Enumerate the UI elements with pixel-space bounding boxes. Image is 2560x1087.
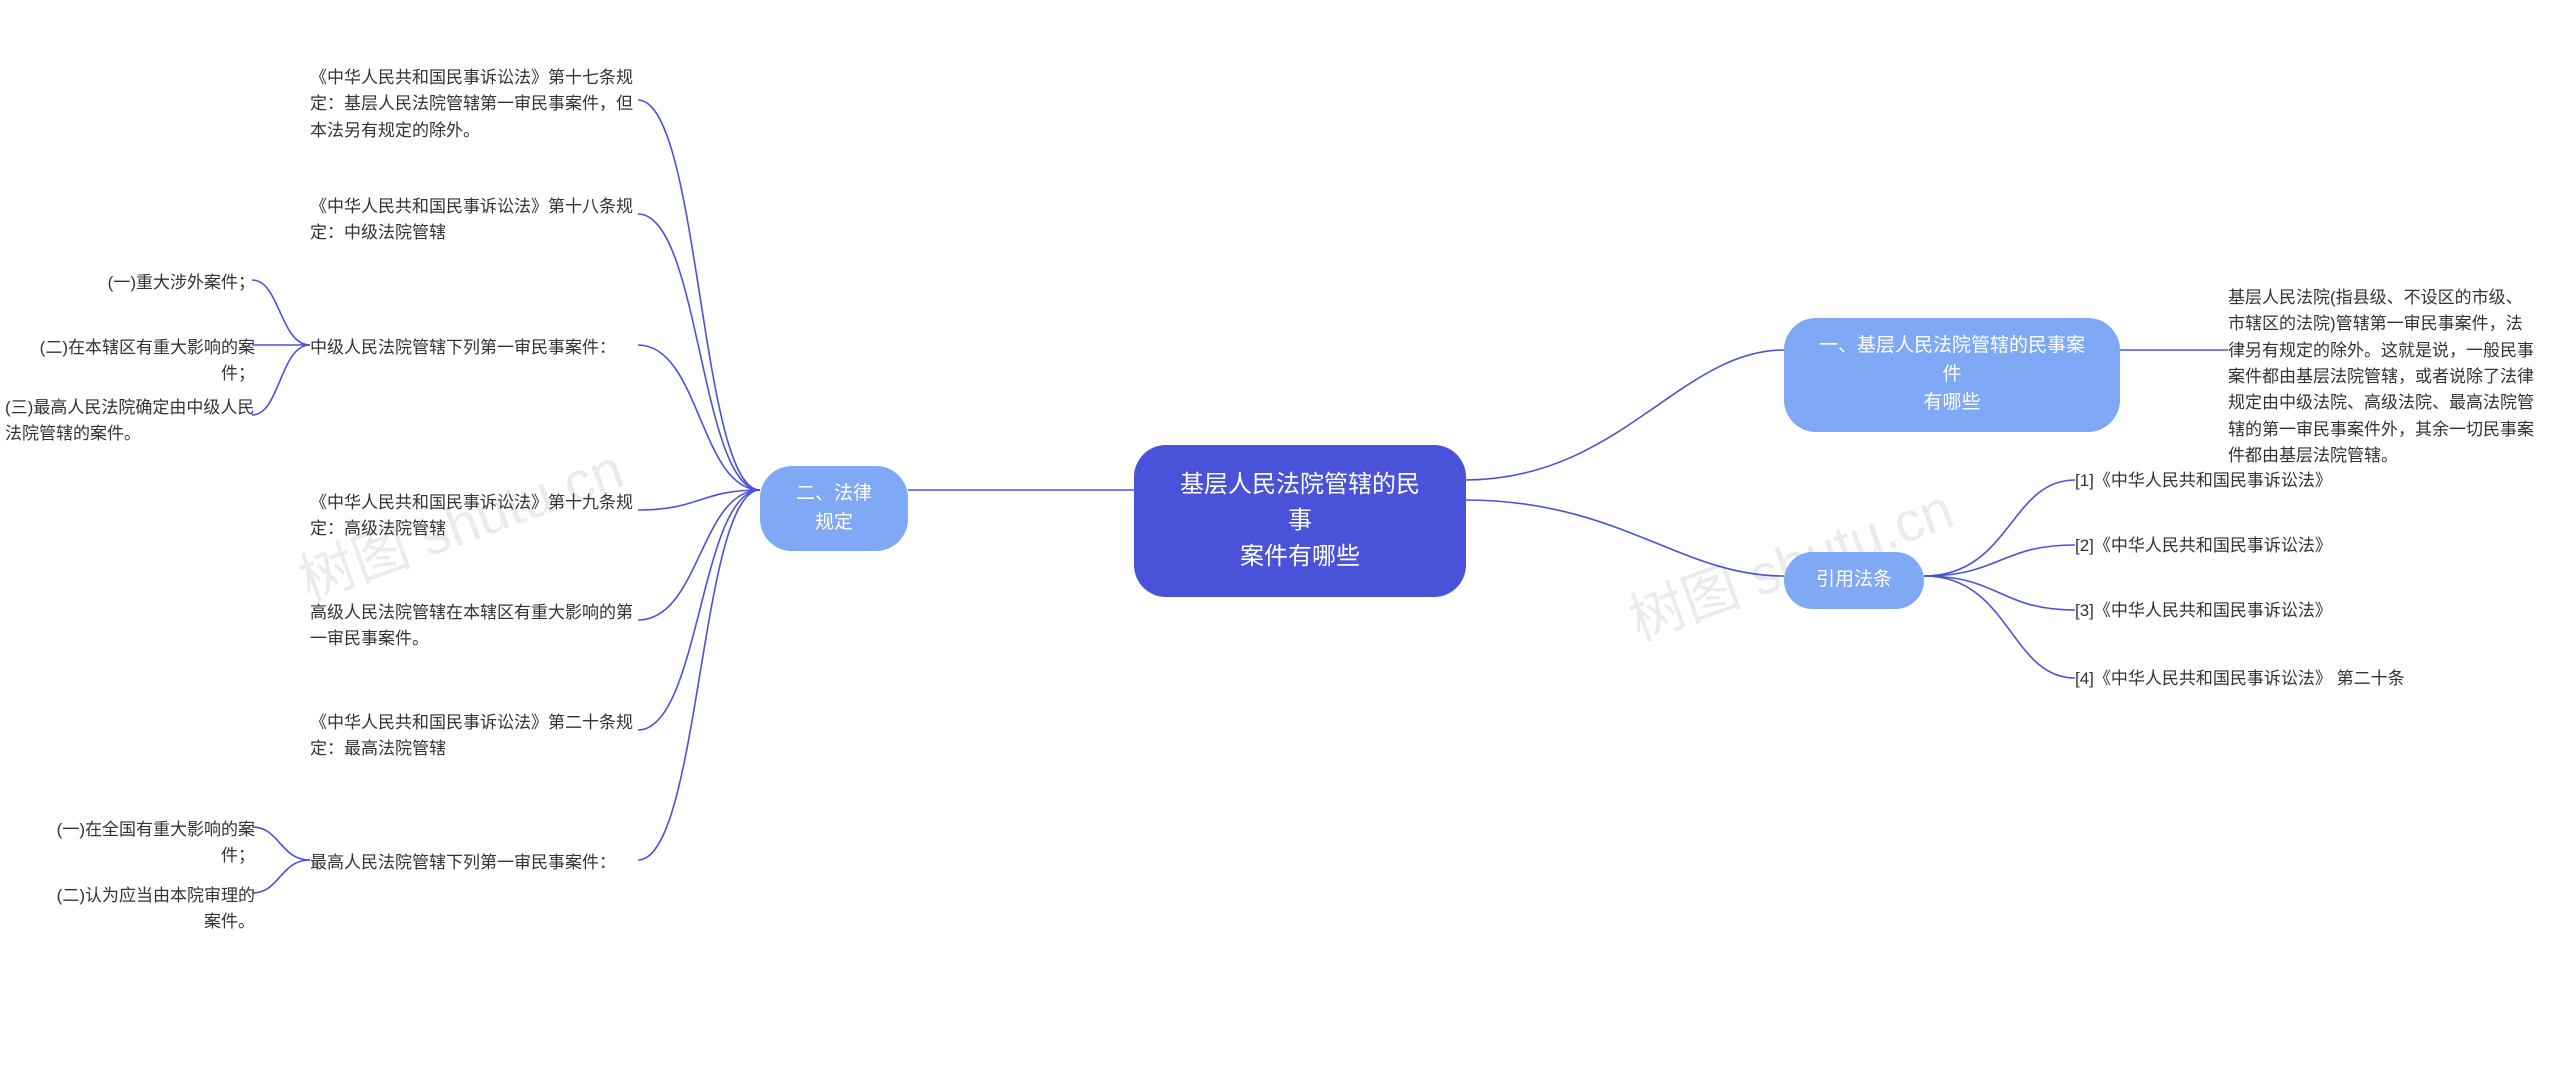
branch-cites-label: 引用法条 (1816, 566, 1892, 595)
branch-two-label: 二、法律规定 (788, 480, 880, 537)
branch-one: 一、基层人民法院管辖的民事案件 有哪些 (1784, 318, 2120, 432)
leaf-two-d: 《中华人民共和国民事诉讼法》第十九条规定：高级法院管辖 (310, 490, 638, 543)
leaf-two-c-3: (三)最高人民法院确定由中级人民法院管辖的案件。 (5, 395, 255, 448)
leaf-cite-3: [3]《中华人民共和国民事诉讼法》 (2075, 598, 2332, 624)
leaf-two-g: 最高人民法院管辖下列第一审民事案件： (310, 850, 638, 876)
leaf-two-a: 《中华人民共和国民事诉讼法》第十七条规定：基层人民法院管辖第一审民事案件，但本法… (310, 65, 638, 144)
leaf-two-c-1: (一)重大涉外案件； (75, 270, 255, 296)
leaf-cite-2: [2]《中华人民共和国民事诉讼法》 (2075, 533, 2332, 559)
leaf-two-f: 《中华人民共和国民事诉讼法》第二十条规定：最高法院管辖 (310, 710, 638, 763)
leaf-two-c: 中级人民法院管辖下列第一审民事案件： (310, 335, 638, 361)
branch-cites: 引用法条 (1784, 552, 1924, 609)
root-text: 基层人民法院管辖的民事 案件有哪些 (1170, 467, 1430, 575)
leaf-cite-4: [4]《中华人民共和国民事诉讼法》 第二十条 (2075, 666, 2405, 692)
branch-one-label: 一、基层人民法院管辖的民事案件 有哪些 (1812, 332, 2092, 418)
root-node: 基层人民法院管辖的民事 案件有哪些 (1134, 445, 1466, 597)
leaf-two-b: 《中华人民共和国民事诉讼法》第十八条规定：中级法院管辖 (310, 194, 638, 247)
branch-two: 二、法律规定 (760, 466, 908, 551)
leaf-cite-1: [1]《中华人民共和国民事诉讼法》 (2075, 468, 2332, 494)
leaf-two-g-1: (一)在全国有重大影响的案件； (45, 817, 255, 870)
leaf-two-e: 高级人民法院管辖在本辖区有重大影响的第一审民事案件。 (310, 600, 638, 653)
leaf-two-c-2: (二)在本辖区有重大影响的案件； (35, 335, 255, 388)
leaf-one-detail: 基层人民法院(指县级、不设区的市级、市辖区的法院)管辖第一审民事案件，法律另有规… (2228, 285, 2538, 469)
leaf-two-g-2: (二)认为应当由本院审理的案件。 (45, 883, 255, 936)
